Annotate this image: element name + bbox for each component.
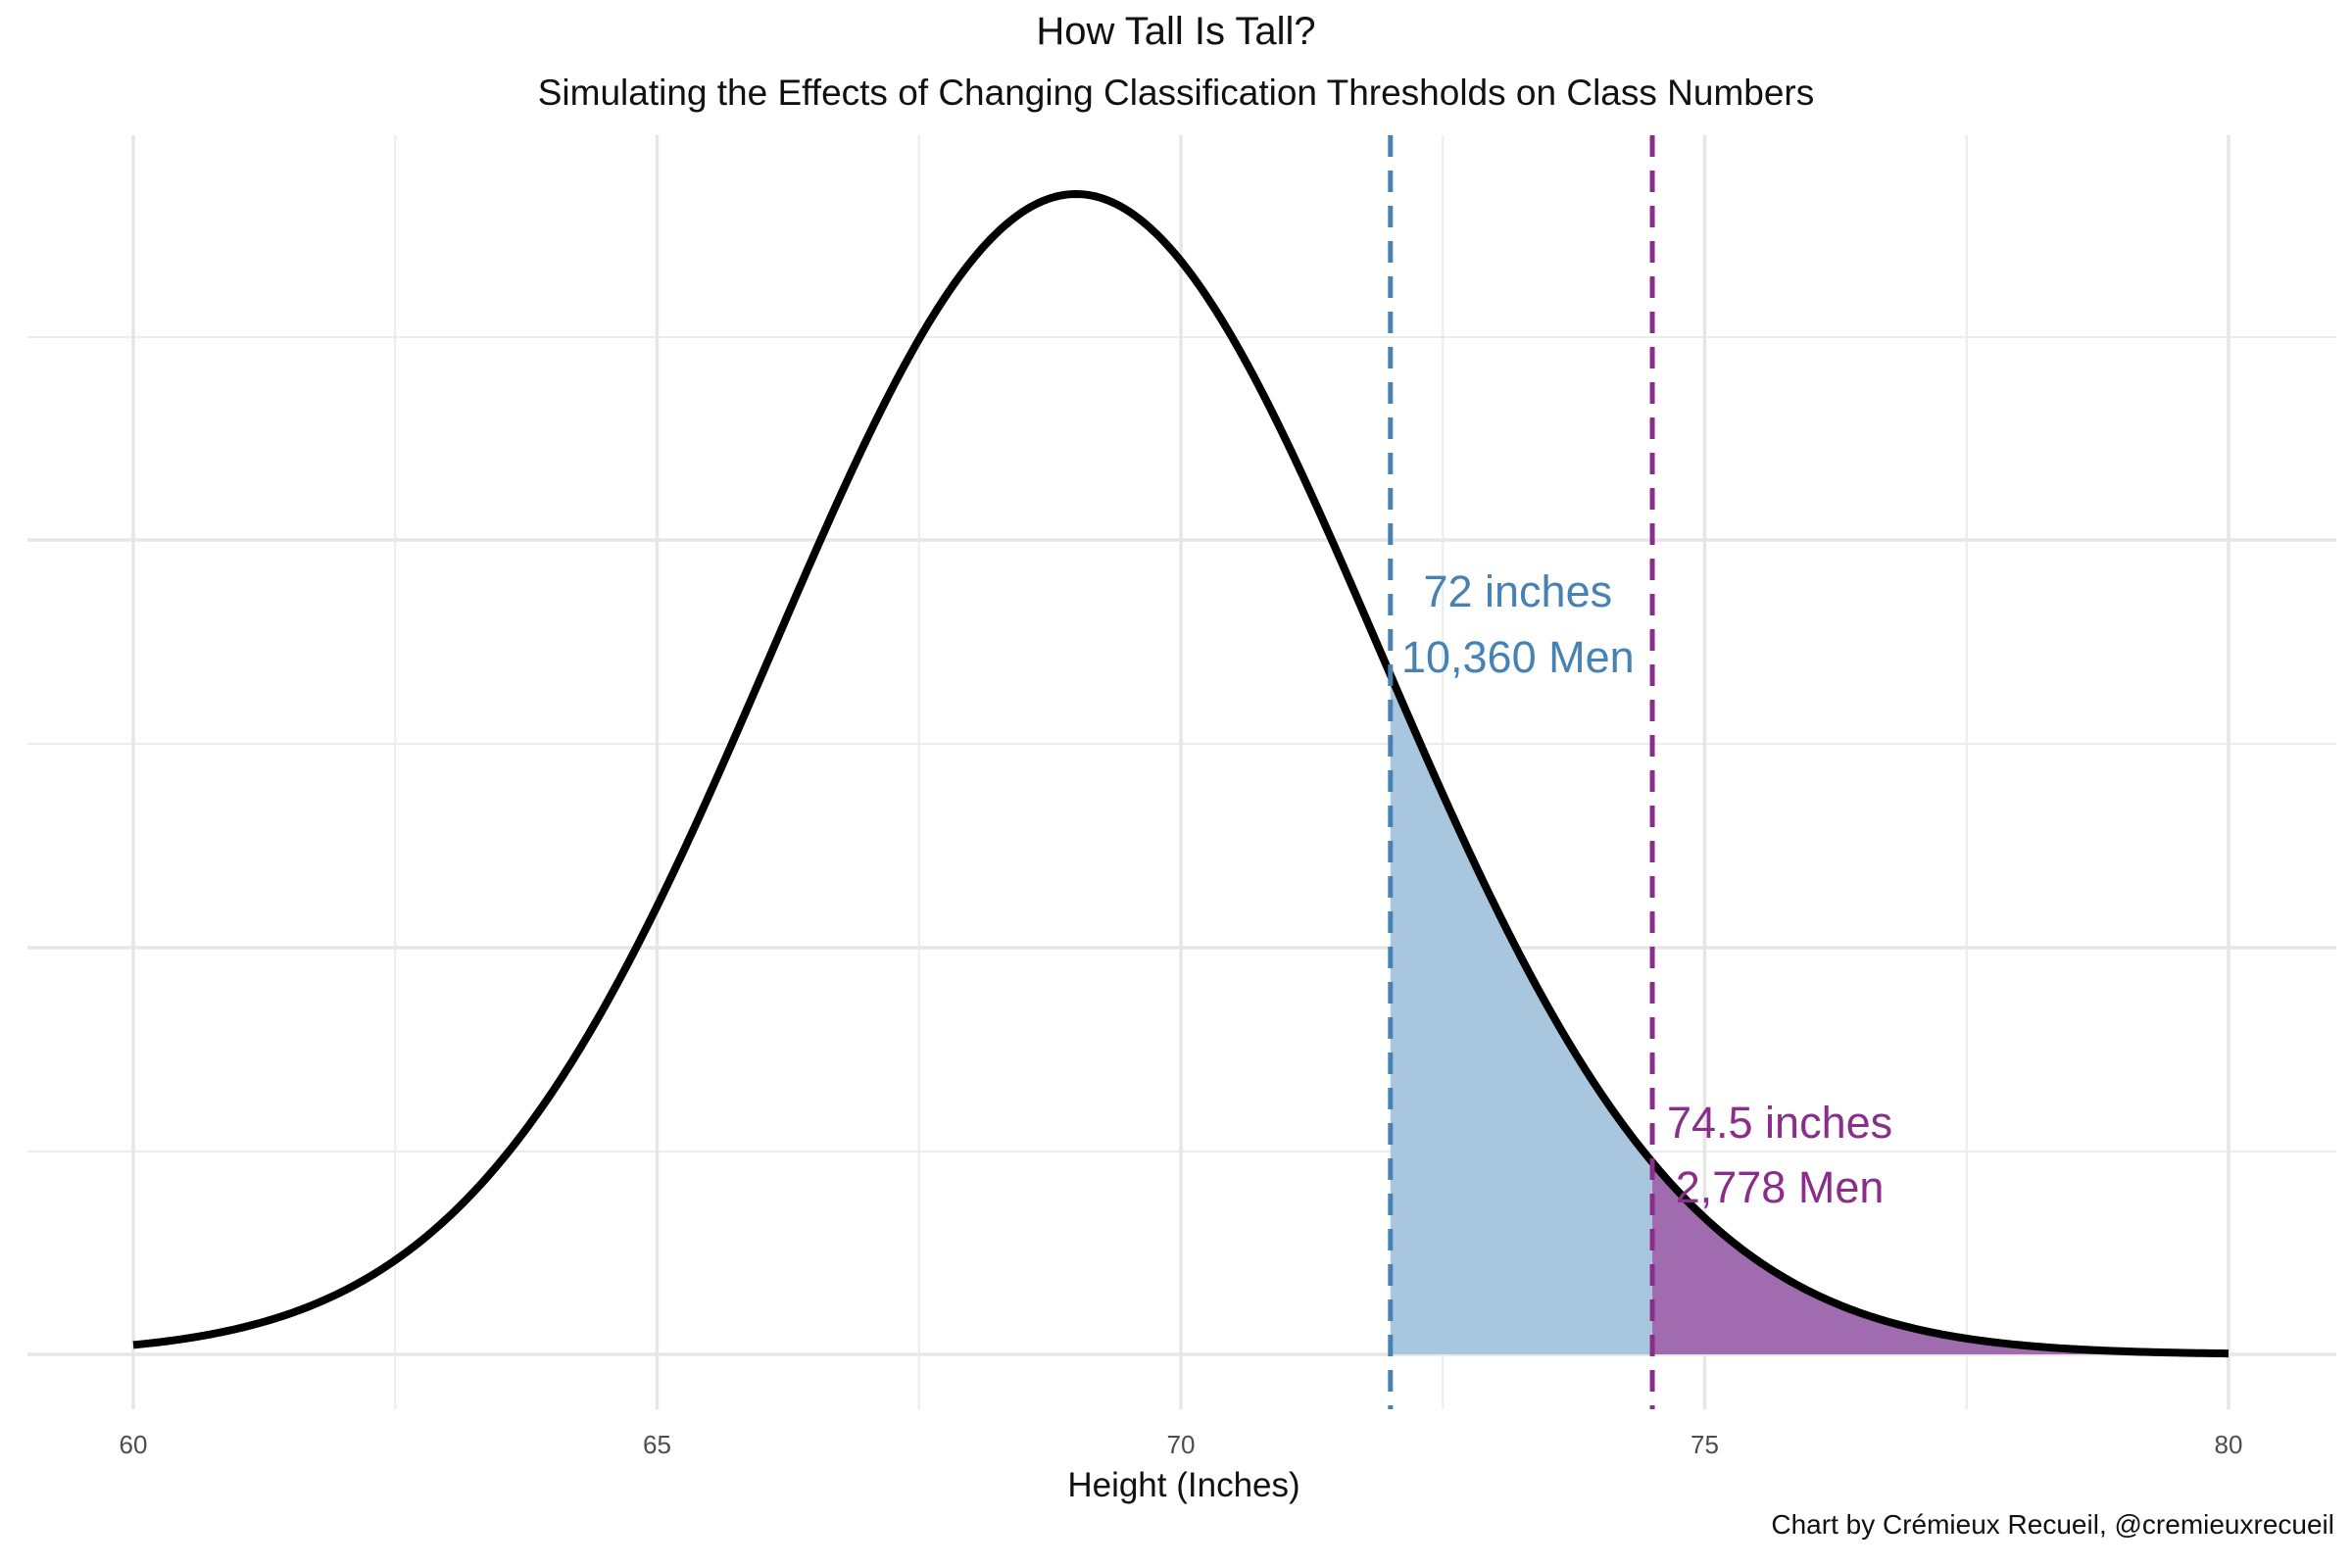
x-tick-label: 75 bbox=[1690, 1430, 1719, 1459]
x-tick-label: 80 bbox=[2215, 1430, 2243, 1459]
chart-subtitle: Simulating the Effects of Changing Class… bbox=[537, 73, 1815, 113]
threshold-lines bbox=[1388, 135, 1655, 1409]
threshold-count-label: 2,778 Men bbox=[1676, 1162, 1885, 1212]
chart-title: How Tall Is Tall? bbox=[1036, 10, 1316, 53]
threshold-count-label: 10,360 Men bbox=[1401, 632, 1635, 682]
threshold-label: 74.5 inches bbox=[1667, 1098, 1892, 1148]
shaded-region bbox=[1652, 1161, 2229, 1354]
density-curve bbox=[132, 190, 2230, 1358]
x-axis-ticks: 60 65 70 75 80 bbox=[120, 1430, 2243, 1459]
threshold-annotations: 72 inches 10,360 Men 74.5 inches 2,778 Men bbox=[1401, 566, 1892, 1212]
x-tick-label: 60 bbox=[120, 1430, 148, 1459]
grid-lines bbox=[27, 135, 2336, 1409]
shaded-region bbox=[1390, 674, 1653, 1354]
shaded-regions bbox=[1390, 674, 2229, 1354]
x-axis-label: Height (Inches) bbox=[1067, 1466, 1299, 1504]
threshold-label: 72 inches bbox=[1423, 566, 1612, 616]
x-tick-label: 65 bbox=[643, 1430, 671, 1459]
x-tick-label: 70 bbox=[1167, 1430, 1196, 1459]
chart-caption: Chart by Crémieux Recueil, @cremieuxrecu… bbox=[1771, 1509, 2334, 1540]
